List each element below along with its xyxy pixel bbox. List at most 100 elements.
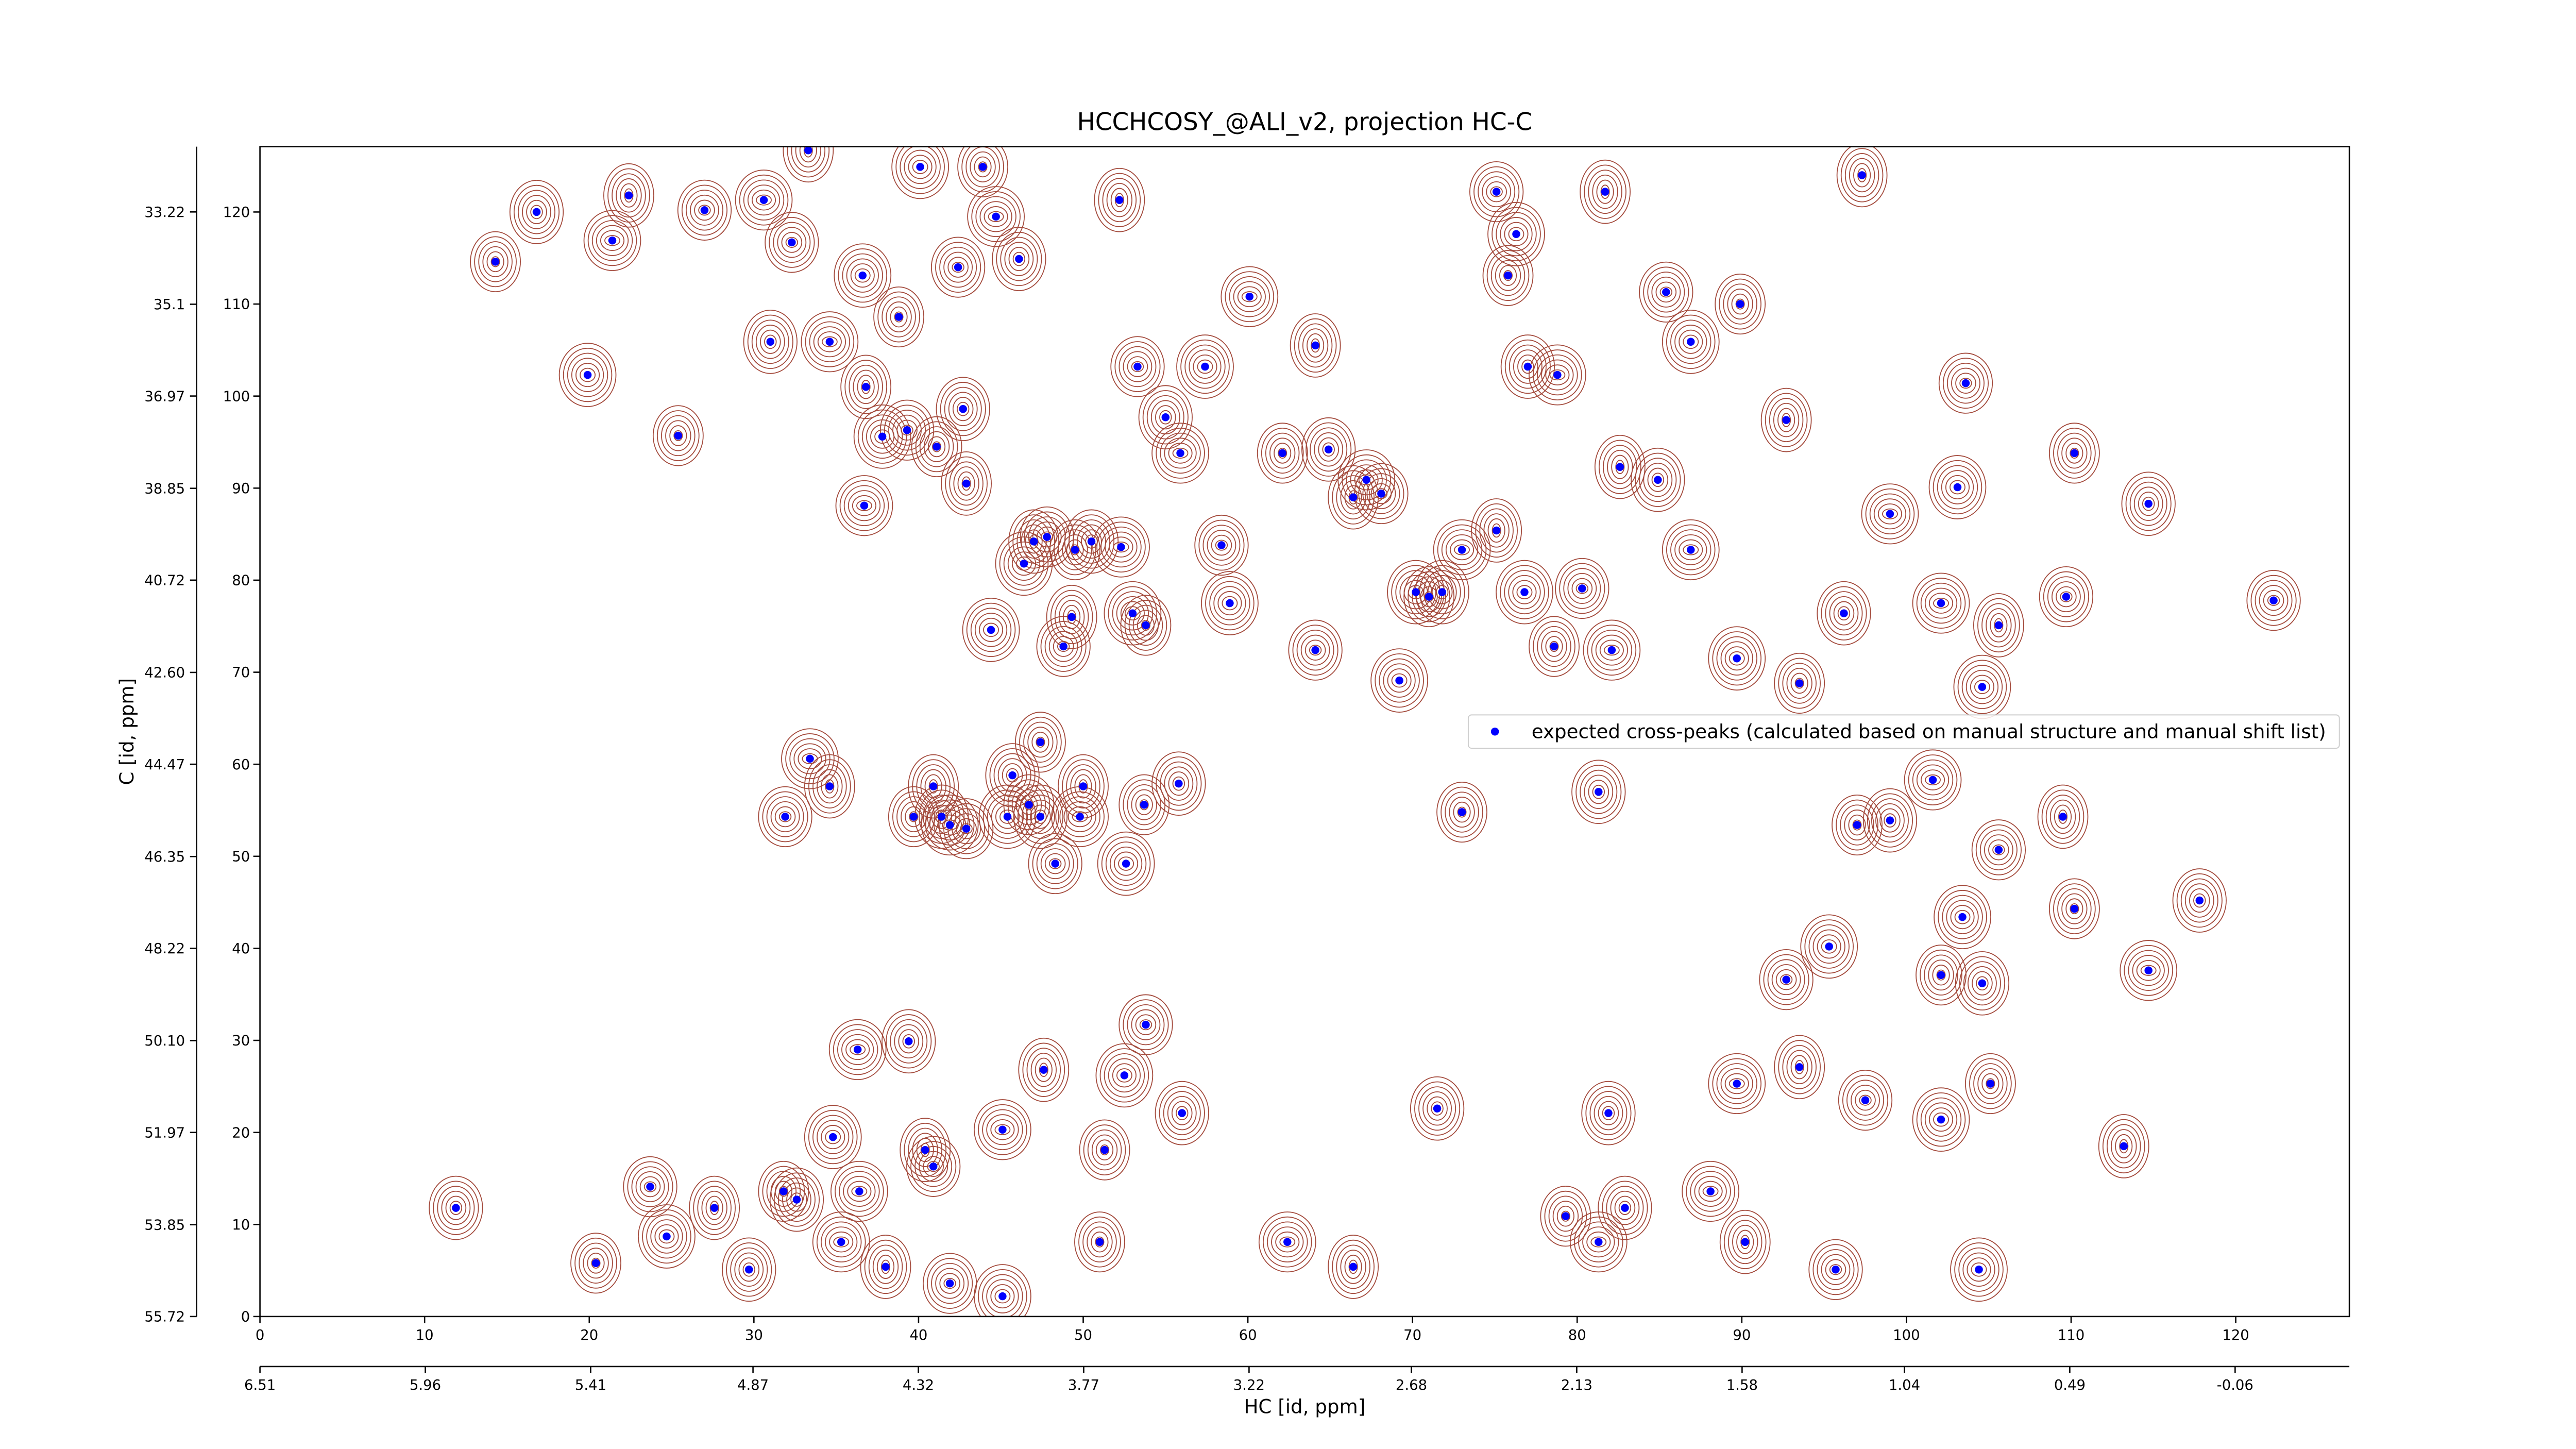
- contour-ring: [1581, 1081, 1636, 1145]
- contour-ring: [1114, 851, 1139, 876]
- contour-ring: [984, 206, 1008, 227]
- contour-ring: [1763, 954, 1809, 1005]
- contour-ring: [1965, 669, 1999, 704]
- contour-ring: [923, 795, 961, 839]
- contour-ring: [1344, 485, 1362, 510]
- contour-ring: [919, 426, 954, 467]
- contour-ring: [853, 369, 879, 405]
- contour-ring: [1155, 405, 1176, 430]
- contour-ring: [2193, 893, 2206, 908]
- contour-ring: [726, 1242, 772, 1297]
- y-tick-label: 0: [241, 1309, 250, 1325]
- contour-ring: [1184, 344, 1226, 389]
- contour-ring: [840, 355, 892, 419]
- contour-ring: [1113, 542, 1129, 553]
- cross-peak: [1975, 1266, 1983, 1274]
- cross-peak: [1036, 813, 1045, 821]
- contour-ring: [1774, 1035, 1825, 1100]
- contour-ring: [1782, 413, 1791, 427]
- contour-ring: [1006, 768, 1019, 783]
- contour-ring: [1869, 493, 1911, 534]
- contour-ring: [1825, 1259, 1846, 1280]
- contour-ring: [1599, 639, 1624, 661]
- contour-ring: [654, 1224, 679, 1249]
- contour-ring: [1829, 1264, 1842, 1275]
- contour-ring: [2129, 481, 2167, 526]
- y-tick-label: 50: [232, 848, 250, 865]
- contour-ring: [2056, 586, 2077, 608]
- contour-ring: [1639, 458, 1677, 502]
- contour-ring: [1241, 291, 1258, 302]
- contour-ring: [1778, 658, 1821, 709]
- contour-ring: [1767, 959, 1805, 1000]
- y-tick-label: 90: [232, 480, 250, 497]
- contour-ring: [982, 1109, 1023, 1150]
- contour-ring: [1025, 529, 1043, 554]
- cross-peak: [1283, 1238, 1292, 1246]
- contour-ring: [912, 160, 928, 174]
- cross-peak: [1795, 679, 1804, 687]
- contour-ring: [1053, 636, 1074, 657]
- contour-ring: [985, 743, 1040, 807]
- contour-ring: [1513, 349, 1543, 384]
- cross-peak: [1706, 1187, 1715, 1195]
- contour-ring: [1435, 585, 1449, 599]
- contour-ring: [2061, 437, 2088, 469]
- contour-ring: [2102, 1119, 2145, 1174]
- contour-ring: [1855, 1089, 1876, 1111]
- cross-peak: [904, 1037, 913, 1046]
- contour-ring: [1032, 838, 1078, 889]
- contour-ring: [1817, 1249, 1855, 1290]
- contour-ring: [1049, 519, 1100, 581]
- contour-ring: [1595, 634, 1628, 666]
- contour-ring: [1292, 625, 1338, 676]
- cross-peak: [1201, 362, 1209, 371]
- contour-ring: [1567, 572, 1597, 604]
- contour-ring: [876, 1254, 895, 1279]
- contour-ring: [835, 1166, 884, 1217]
- contour-ring: [1736, 1229, 1754, 1254]
- contour-ring: [600, 230, 625, 251]
- contour-ring: [1708, 626, 1766, 691]
- contour-ring: [2176, 873, 2223, 928]
- contour-ring: [1728, 1078, 1745, 1089]
- contour-ring: [522, 195, 551, 229]
- contour-ring: [1034, 810, 1047, 824]
- contour-ring: [743, 179, 785, 221]
- contour-ring: [1849, 158, 1875, 193]
- contour-ring: [2189, 888, 2210, 913]
- contour-ring: [1395, 570, 1436, 615]
- contour-ring: [1156, 428, 1205, 479]
- cross-peak: [591, 1259, 600, 1268]
- contour-ring: [1584, 774, 1614, 809]
- cross-peak: [1008, 771, 1016, 780]
- contour-ring: [567, 352, 608, 397]
- cross-peak: [1059, 642, 1067, 651]
- x-axis-label: HC [id, ppm]: [1244, 1395, 1365, 1418]
- contour-ring: [765, 212, 819, 273]
- contour-ring: [433, 1181, 479, 1235]
- y-tick-label: 110: [223, 296, 250, 313]
- contour-ring: [1973, 1063, 2008, 1104]
- contour-ring: [1108, 1058, 1141, 1093]
- contour-ring: [927, 1161, 940, 1172]
- x-tick-label: 20: [580, 1327, 598, 1343]
- contour-ring: [1844, 810, 1870, 841]
- y-tick-label: 10: [232, 1217, 250, 1233]
- cross-peak: [2070, 904, 2079, 913]
- contour-ring: [709, 1201, 719, 1215]
- contour-ring: [1079, 1119, 1130, 1181]
- contour-ring: [1529, 616, 1580, 677]
- cross-peak: [1595, 787, 1603, 796]
- contour-ring: [2142, 496, 2155, 511]
- contour-ring: [1817, 581, 1871, 646]
- contour-ring: [2047, 576, 2085, 617]
- contour-ring: [1040, 621, 1087, 672]
- contour-ring: [1201, 571, 1259, 635]
- contour-ring: [1670, 319, 1711, 364]
- contour-ring: [1602, 1106, 1615, 1120]
- contour-ring: [1933, 460, 1982, 515]
- contour-ring: [825, 1130, 841, 1144]
- contour-ring: [1941, 470, 1974, 504]
- contour-ring: [821, 1125, 845, 1150]
